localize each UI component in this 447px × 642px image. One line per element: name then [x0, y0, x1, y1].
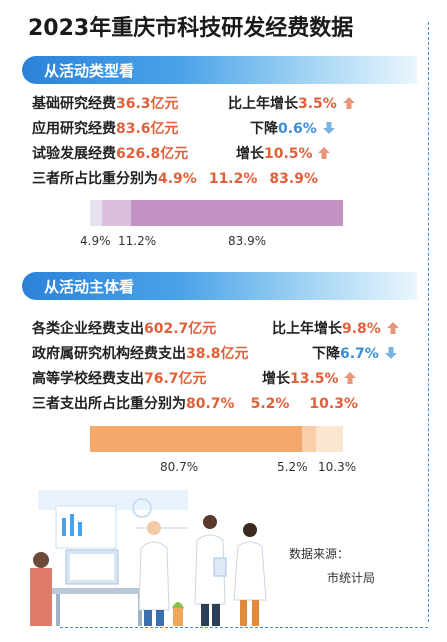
change-value: 6.7% — [340, 346, 379, 362]
arrow-up-icon — [318, 147, 331, 159]
change-value: 13.5% — [290, 371, 339, 387]
change-label: 增长 — [236, 146, 264, 162]
stat-label: 试验发展经费 — [32, 146, 116, 162]
bar-segment — [90, 200, 103, 226]
stat-label: 各类企业经费支出 — [32, 321, 144, 337]
stat-change-experimental-dev: 增长10.5% — [236, 143, 331, 163]
share-value: 80.7% — [186, 396, 235, 412]
section-heading: 从活动类型看 — [44, 62, 135, 80]
stat-value: 83.6亿元 — [116, 121, 179, 137]
bar-label: 83.9% — [228, 234, 267, 248]
stat-change-universities: 增长13.5% — [262, 368, 357, 388]
share-bar-activity-type — [90, 200, 343, 226]
change-label: 增长 — [262, 371, 290, 387]
arrow-up-icon — [342, 97, 355, 109]
bar-segment — [315, 426, 343, 452]
change-label: 比上年增长 — [272, 321, 342, 337]
bar-label: 80.7% — [160, 460, 199, 474]
change-value: 9.8% — [342, 321, 381, 337]
bar-segment — [302, 426, 316, 452]
change-label: 比上年增长 — [228, 96, 298, 112]
arrow-up-icon — [386, 322, 399, 334]
stat-row-universities: 高等学校经费支出76.7亿元 — [32, 368, 207, 388]
bar-label: 11.2% — [118, 234, 157, 248]
change-label: 下降 — [250, 121, 278, 137]
stat-change-gov-institutes: 下降6.7% — [312, 343, 398, 363]
data-source-name: 市统计局 — [327, 571, 376, 585]
stat-row-gov-institutes: 政府属研究机构经费支出38.8亿元 — [32, 343, 249, 363]
bar-segment — [130, 200, 343, 226]
share-bar-activity-entity — [90, 426, 343, 452]
share-row-activity-entity: 三者支出所占比重分别为80.7% 5.2% 10.3% — [32, 393, 358, 413]
stat-label: 基础研究经费 — [32, 96, 116, 112]
share-label: 三者所占比重分别为 — [32, 171, 158, 187]
change-value: 10.5% — [264, 146, 313, 162]
bar-label: 5.2% — [277, 460, 308, 474]
change-label: 下降 — [312, 346, 340, 362]
share-value: 4.9% — [158, 171, 197, 187]
arrow-down-icon — [322, 122, 335, 134]
share-value: 11.2% — [208, 171, 258, 187]
bar-segment — [102, 200, 131, 226]
change-value: 0.6% — [278, 121, 317, 137]
share-label: 三者支出所占比重分别为 — [32, 396, 186, 412]
stat-change-applied-research: 下降0.6% — [250, 118, 336, 138]
arrow-up-icon — [344, 372, 357, 384]
stat-change-basic-research: 比上年增长3.5% — [228, 93, 356, 113]
stat-label: 政府属研究机构经费支出 — [32, 346, 186, 362]
dashed-frame-bottom — [60, 627, 428, 628]
stat-value: 38.8亿元 — [186, 346, 249, 362]
section-banner-activity-entity: 从活动主体看 — [22, 272, 417, 300]
bar-label: 10.3% — [318, 460, 357, 474]
bar-segment — [90, 426, 303, 452]
stat-value: 602.7亿元 — [144, 321, 217, 337]
stat-label: 高等学校经费支出 — [32, 371, 144, 387]
page-title: 2023年重庆市科技研发经费数据 — [28, 16, 354, 41]
share-value: 5.2% — [250, 396, 290, 412]
stat-row-enterprises: 各类企业经费支出602.7亿元 — [32, 318, 216, 338]
stat-change-enterprises: 比上年增长9.8% — [272, 318, 400, 338]
bar-label: 4.9% — [80, 234, 111, 248]
section-heading: 从活动主体看 — [44, 278, 135, 296]
share-value: 83.9% — [269, 171, 318, 187]
change-value: 3.5% — [298, 96, 337, 112]
section-banner-activity-type: 从活动类型看 — [22, 56, 417, 84]
dashed-frame-top — [428, 22, 429, 622]
stat-value: 626.8亿元 — [116, 146, 189, 162]
arrow-down-icon — [384, 347, 397, 359]
share-row-activity-type: 三者所占比重分别为4.9% 11.2% 83.9% — [32, 168, 318, 188]
data-source-label: 数据来源： — [289, 547, 350, 561]
stat-row-experimental-dev: 试验发展经费626.8亿元 — [32, 143, 188, 163]
stat-row-applied-research: 应用研究经费83.6亿元 — [32, 118, 179, 138]
stat-label: 应用研究经费 — [32, 121, 116, 137]
stat-row-basic-research: 基础研究经费36.3亿元 — [32, 93, 179, 113]
lab-scientists-illustration — [30, 490, 267, 626]
stat-value: 36.3亿元 — [116, 96, 179, 112]
share-value: 10.3% — [309, 396, 358, 412]
stat-value: 76.7亿元 — [144, 371, 207, 387]
